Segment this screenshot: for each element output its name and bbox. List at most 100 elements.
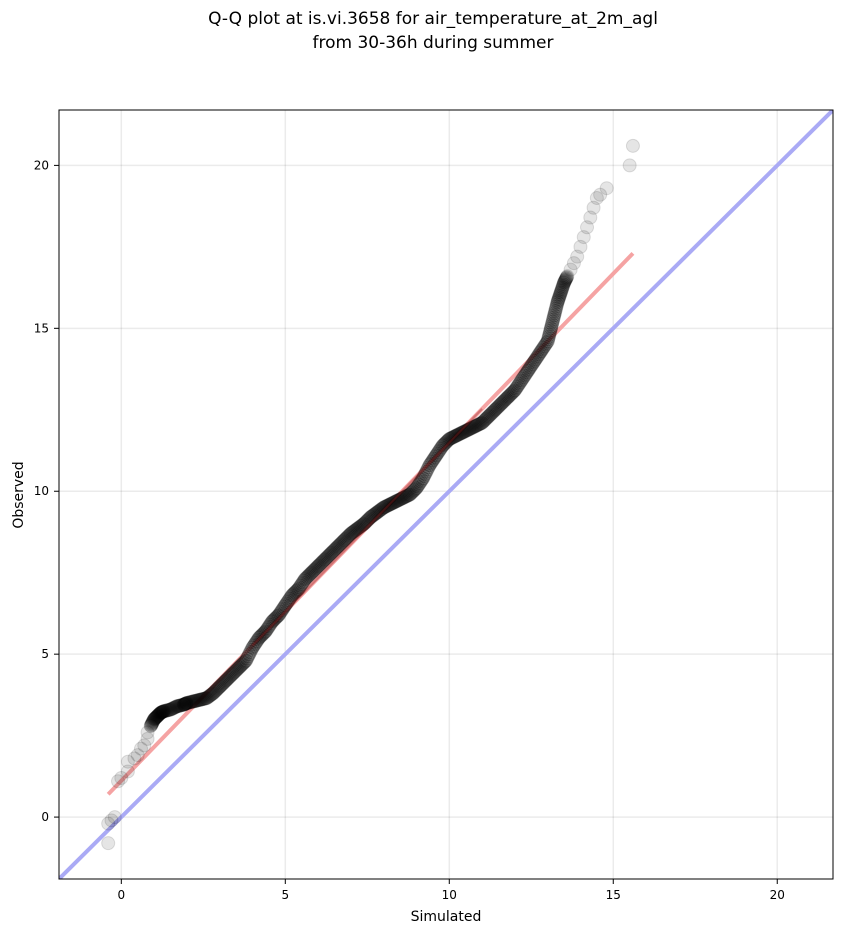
data-point bbox=[354, 518, 369, 533]
data-point bbox=[153, 705, 168, 720]
data-point bbox=[421, 460, 436, 475]
y-tick-label: 5 bbox=[41, 647, 49, 661]
data-point bbox=[556, 277, 571, 292]
data-point bbox=[523, 360, 538, 375]
data-point bbox=[114, 770, 129, 785]
data-point bbox=[484, 406, 499, 421]
data-point bbox=[528, 352, 543, 367]
data-point bbox=[273, 604, 288, 619]
data-point bbox=[362, 511, 377, 526]
data-point bbox=[391, 492, 406, 507]
data-point bbox=[546, 312, 561, 327]
data-point bbox=[107, 810, 122, 825]
data-point bbox=[452, 427, 467, 442]
data-point bbox=[313, 557, 328, 572]
data-point bbox=[355, 517, 370, 532]
data-point bbox=[520, 363, 535, 378]
data-point bbox=[463, 421, 478, 436]
data-point bbox=[348, 523, 363, 538]
data-point bbox=[377, 499, 392, 514]
data-point bbox=[322, 548, 337, 563]
data-point bbox=[201, 689, 216, 704]
data-point bbox=[346, 524, 361, 539]
y-tick-label: 20 bbox=[34, 158, 49, 172]
data-point bbox=[494, 396, 509, 411]
data-point bbox=[334, 536, 349, 551]
data-point bbox=[235, 656, 250, 671]
data-point bbox=[156, 704, 171, 719]
data-point bbox=[503, 387, 518, 402]
data-point bbox=[236, 655, 251, 670]
y-tick-label: 15 bbox=[34, 321, 49, 335]
data-point bbox=[553, 285, 568, 300]
data-point bbox=[557, 274, 572, 289]
data-point bbox=[419, 464, 434, 479]
data-point bbox=[522, 362, 537, 377]
axes-frame bbox=[58, 109, 834, 880]
data-point bbox=[531, 347, 546, 362]
data-point bbox=[208, 684, 223, 699]
data-point bbox=[385, 496, 400, 511]
data-point bbox=[379, 498, 394, 513]
data-point bbox=[524, 358, 539, 373]
y-tick-label: 0 bbox=[41, 810, 49, 824]
data-point bbox=[353, 519, 368, 534]
data-point bbox=[170, 699, 185, 714]
data-point bbox=[194, 692, 209, 707]
data-point bbox=[225, 666, 240, 681]
data-point bbox=[158, 703, 173, 718]
data-point bbox=[482, 408, 497, 423]
data-point bbox=[435, 438, 450, 453]
data-point bbox=[546, 310, 561, 325]
data-point bbox=[184, 694, 199, 709]
data-point bbox=[388, 494, 403, 509]
data-point bbox=[453, 426, 468, 441]
data-point bbox=[488, 402, 503, 417]
data-point bbox=[195, 692, 210, 707]
data-point bbox=[147, 711, 162, 726]
data-point bbox=[467, 419, 482, 434]
data-point bbox=[229, 663, 244, 678]
data-point bbox=[172, 698, 187, 713]
data-point bbox=[206, 686, 221, 701]
data-point bbox=[431, 445, 446, 460]
data-point bbox=[253, 629, 268, 644]
data-point bbox=[386, 495, 401, 510]
data-point bbox=[300, 570, 315, 585]
data-point bbox=[256, 626, 271, 641]
data-point bbox=[220, 672, 235, 687]
data-point bbox=[267, 612, 282, 627]
data-point bbox=[323, 547, 338, 562]
data-point bbox=[150, 708, 165, 723]
data-point bbox=[190, 693, 205, 708]
data-point bbox=[576, 230, 591, 245]
data-point bbox=[282, 591, 297, 606]
data-point bbox=[155, 705, 170, 720]
data-point bbox=[382, 497, 397, 512]
data-point bbox=[276, 601, 291, 616]
data-point bbox=[411, 477, 426, 492]
data-point bbox=[394, 491, 409, 506]
data-point bbox=[384, 496, 399, 511]
data-point bbox=[373, 502, 388, 517]
data-point bbox=[516, 370, 531, 385]
x-tick-label: 5 bbox=[281, 888, 289, 902]
data-point bbox=[242, 647, 257, 662]
data-point bbox=[478, 412, 493, 427]
data-point bbox=[477, 413, 492, 428]
data-point bbox=[179, 696, 194, 711]
data-point bbox=[540, 334, 555, 349]
data-point bbox=[476, 414, 491, 429]
data-point bbox=[205, 687, 220, 702]
data-point bbox=[275, 603, 290, 618]
data-point bbox=[558, 273, 573, 288]
data-point bbox=[342, 527, 357, 542]
data-point bbox=[563, 262, 578, 277]
data-point bbox=[278, 598, 293, 613]
data-point bbox=[376, 500, 391, 515]
data-point bbox=[252, 630, 267, 645]
data-point bbox=[410, 479, 425, 494]
data-point bbox=[219, 673, 234, 688]
data-point bbox=[456, 425, 471, 440]
data-point bbox=[232, 660, 247, 675]
